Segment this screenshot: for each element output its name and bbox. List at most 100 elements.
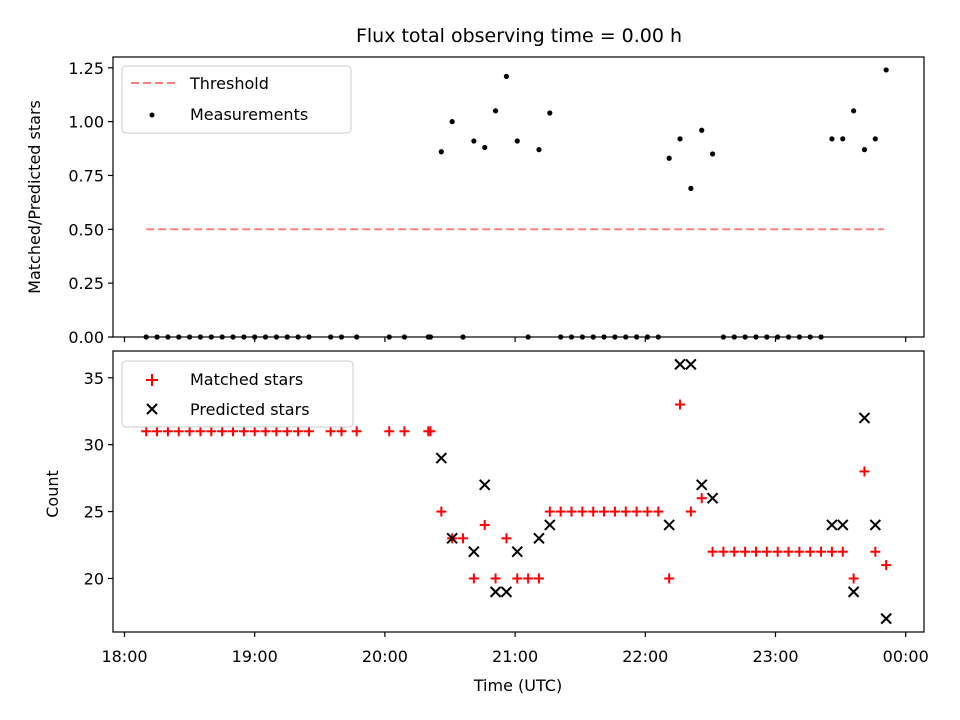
matched-star-point [848,573,859,584]
matched-legend-label: Matched stars [190,370,303,389]
matched-star-point [653,506,664,517]
measurement-point [677,136,683,142]
matched-star-point [837,546,848,557]
matched-star-point [458,533,469,544]
predicted-star-point [500,586,513,598]
matched-star-point [783,546,794,557]
matched-star-point [325,426,336,437]
predicted-star-point [674,358,686,371]
matched-star-point [599,506,610,517]
matched-star-point [718,546,729,557]
matched-star-point [631,506,642,517]
matched-star-point [249,426,260,437]
matched-star-point [577,506,588,517]
matched-star-point [707,546,718,557]
predicted-star-point [696,479,708,491]
matched-star-point [566,506,577,517]
predicted-legend-swatch [146,403,158,415]
matched-star-point [351,426,362,437]
measurements-legend-label: Measurements [190,105,308,124]
measurement-point [514,138,520,144]
top-legend-box [121,65,352,134]
predicted-star-point [706,492,719,504]
predicted-legend-label: Predicted stars [190,400,310,419]
bottom-axes-frame [112,350,925,633]
measurement-point [503,73,510,79]
top-y-tick-label: 0.75 [68,166,104,185]
matched-star-point [468,573,479,584]
chart-title: Flux total observing time = 0.00 h [356,25,682,47]
matched-star-point [271,426,282,437]
measurement-point [851,108,857,114]
predicted-star-point [880,612,892,625]
matched-star-point [228,426,238,437]
matched-star-point [555,506,566,517]
measurement-point [829,136,835,142]
threshold-legend-label: Threshold [189,74,269,93]
matched-star-point [609,506,620,517]
bottom-y-tick-label: 35 [84,369,104,388]
matched-star-point [816,546,827,557]
matched-star-point [238,426,249,437]
bottom-x-tick-label: 23:00 [752,647,798,666]
matched-star-point [184,426,195,437]
predicted-star-point [446,532,458,545]
top-y-tick-label: 1.25 [68,59,104,78]
matched-star-point [761,546,772,557]
top-y-tick-label: 0.00 [68,328,104,347]
predicted-star-point [435,452,448,464]
bottom-x-tick-label: 00:00 [883,647,929,666]
predicted-star-point [533,532,545,545]
matched-star-point [217,426,228,437]
top-axes-frame [112,56,925,338]
matched-star-point [152,426,163,437]
matched-star-point [588,506,599,517]
measurement-point [666,155,672,161]
bottom-x-tick-label: 18:00 [101,647,147,666]
predicted-star-point [468,546,480,558]
bottom-x-tick-label: 20:00 [362,647,408,666]
measurement-point [709,151,716,157]
matched-star-point [399,426,410,437]
bottom-x-ticks: 18:00 19:00 20:00 21:00 22:00 23:00 00:00 [101,632,929,666]
matched-star-point [490,573,501,584]
matched-star-point [826,546,837,557]
predicted-star-point [826,519,838,531]
predicted-star-point [837,519,849,531]
matched-star-point [740,546,751,557]
predicted-star-point [858,412,871,424]
top-y-tick-label: 1.00 [68,113,104,132]
top-y-ticks: 0.00 0.25 0.50 0.75 1.00 1.25 [68,59,113,347]
matched-star-point [195,426,206,437]
predicted-star-point [511,546,523,558]
measurement-point [471,138,477,144]
bottom-legend-box [121,360,354,428]
bottom-y-tick-label: 20 [84,569,104,588]
matched-star-point [293,426,304,437]
bottom-x-axis-label: Time (UTC) [473,676,562,695]
matched-star-point [425,426,436,437]
matched-stars-points [141,399,892,584]
measurement-point [688,185,694,191]
predicted-stars-points [435,358,892,625]
matched-star-point [282,426,293,437]
ratio-panel: Matched/Predicted stars 0.00 0.25 0.50 0.75… [25,56,925,347]
bottom-y-ticks: 20 25 30 35 [84,369,113,588]
bottom-x-tick-label: 22:00 [622,647,668,666]
measurement-point [883,67,889,73]
matched-star-point [512,573,523,584]
measurement-point [438,149,444,155]
bottom-x-tick-label: 21:00 [492,647,538,666]
measurement-point [482,144,488,151]
matched-star-point [859,466,870,477]
matched-star-point [664,573,675,584]
matched-star-point [303,426,314,437]
matched-star-point [805,546,816,557]
top-y-tick-label: 0.50 [68,220,104,239]
matched-star-point [501,533,512,544]
predicted-star-point [685,358,697,371]
matched-star-point [675,399,686,410]
top-y-tick-label: 0.25 [68,274,104,293]
bottom-y-tick-label: 30 [84,436,104,455]
